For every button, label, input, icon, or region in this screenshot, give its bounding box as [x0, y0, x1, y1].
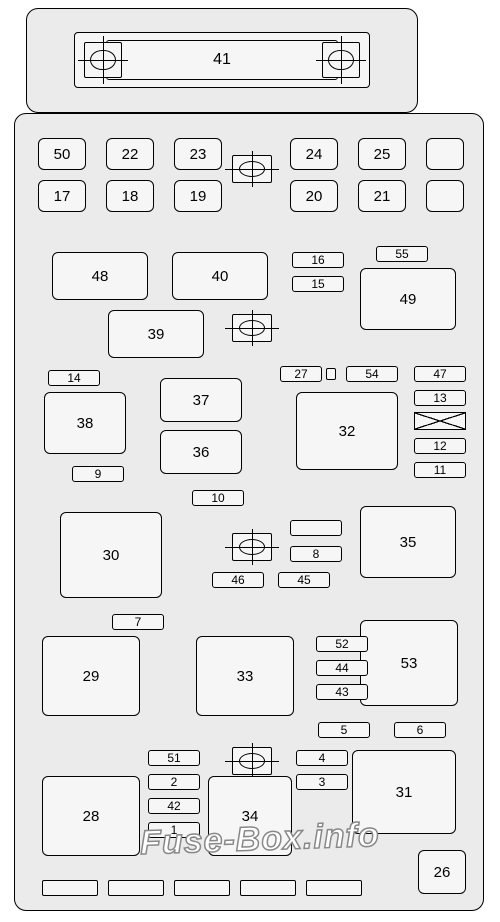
relay-37: 37	[160, 378, 242, 422]
bolt-icon	[232, 533, 272, 561]
fuse-15: 15	[292, 276, 344, 292]
fuse-52: 52	[316, 636, 368, 652]
fuse-27: 27	[280, 366, 322, 382]
relay-32: 32	[296, 392, 398, 470]
fuse-54: 54	[346, 366, 398, 382]
relay-21: 21	[358, 180, 406, 212]
bolt-icon	[84, 42, 122, 78]
relay-20: 20	[290, 180, 338, 212]
fuse-3: 3	[296, 774, 348, 790]
fuse-55: 55	[376, 246, 428, 262]
relay-35: 35	[360, 506, 456, 578]
fuse-14: 14	[48, 370, 100, 386]
bottom-slot	[108, 880, 164, 896]
relay-22: 22	[106, 138, 154, 170]
relay-26: 26	[418, 850, 466, 894]
fuse-16: 16	[292, 252, 344, 268]
relay-48: 48	[52, 252, 148, 300]
bottom-slot	[174, 880, 230, 896]
relay-38: 38	[44, 392, 126, 454]
bottom-slot	[42, 880, 98, 896]
relay-53: 53	[360, 620, 458, 706]
fuse-diagram: 41 5022232425171819202148404939383736323…	[0, 0, 500, 922]
bolt-icon	[232, 155, 272, 183]
relay-23: 23	[174, 138, 222, 170]
relay-40: 40	[172, 252, 268, 300]
fuse-51: 51	[148, 750, 200, 766]
relay-19: 19	[174, 180, 222, 212]
fuse-43: 43	[316, 684, 368, 700]
bolt-icon	[322, 42, 360, 78]
fuse-8: 8	[290, 546, 342, 562]
relay-18: 18	[106, 180, 154, 212]
fuse-7: 7	[112, 614, 164, 630]
bottom-slot	[306, 880, 362, 896]
fuse-5: 5	[318, 722, 370, 738]
relay-29: 29	[42, 636, 140, 716]
relay-17: 17	[38, 180, 86, 212]
relay-25: 25	[358, 138, 406, 170]
fuse-tab	[326, 368, 336, 380]
fuse-44: 44	[316, 660, 368, 676]
relay-50: 50	[38, 138, 86, 170]
fuse-2: 2	[148, 774, 200, 790]
fuse-46: 46	[212, 572, 264, 588]
fuse-42: 42	[148, 798, 200, 814]
main-fuse-label: 41	[202, 48, 242, 72]
relay-33: 33	[196, 636, 294, 716]
fuse-6: 6	[394, 722, 446, 738]
fuse-4: 4	[296, 750, 348, 766]
relay-28: 28	[42, 776, 140, 856]
relay-39: 39	[108, 310, 204, 358]
watermark: Fuse-Box.info	[139, 816, 380, 863]
fuse-12: 12	[414, 438, 466, 454]
bottom-slot	[240, 880, 296, 896]
fuse-9: 9	[72, 466, 124, 482]
bolt-icon	[232, 314, 272, 342]
relay-blank	[426, 180, 464, 212]
fuse-blank	[290, 520, 342, 536]
fuse-45: 45	[278, 572, 330, 588]
fuse-13: 13	[414, 390, 466, 406]
bolt-icon	[232, 747, 272, 775]
spare-slot	[414, 412, 466, 430]
fuse-47: 47	[414, 366, 466, 382]
relay-24: 24	[290, 138, 338, 170]
relay-30: 30	[60, 512, 162, 598]
relay-blank	[426, 138, 464, 170]
fuse-11: 11	[414, 462, 466, 478]
relay-36: 36	[160, 430, 242, 474]
relay-49: 49	[360, 268, 456, 330]
fuse-10: 10	[192, 490, 244, 506]
